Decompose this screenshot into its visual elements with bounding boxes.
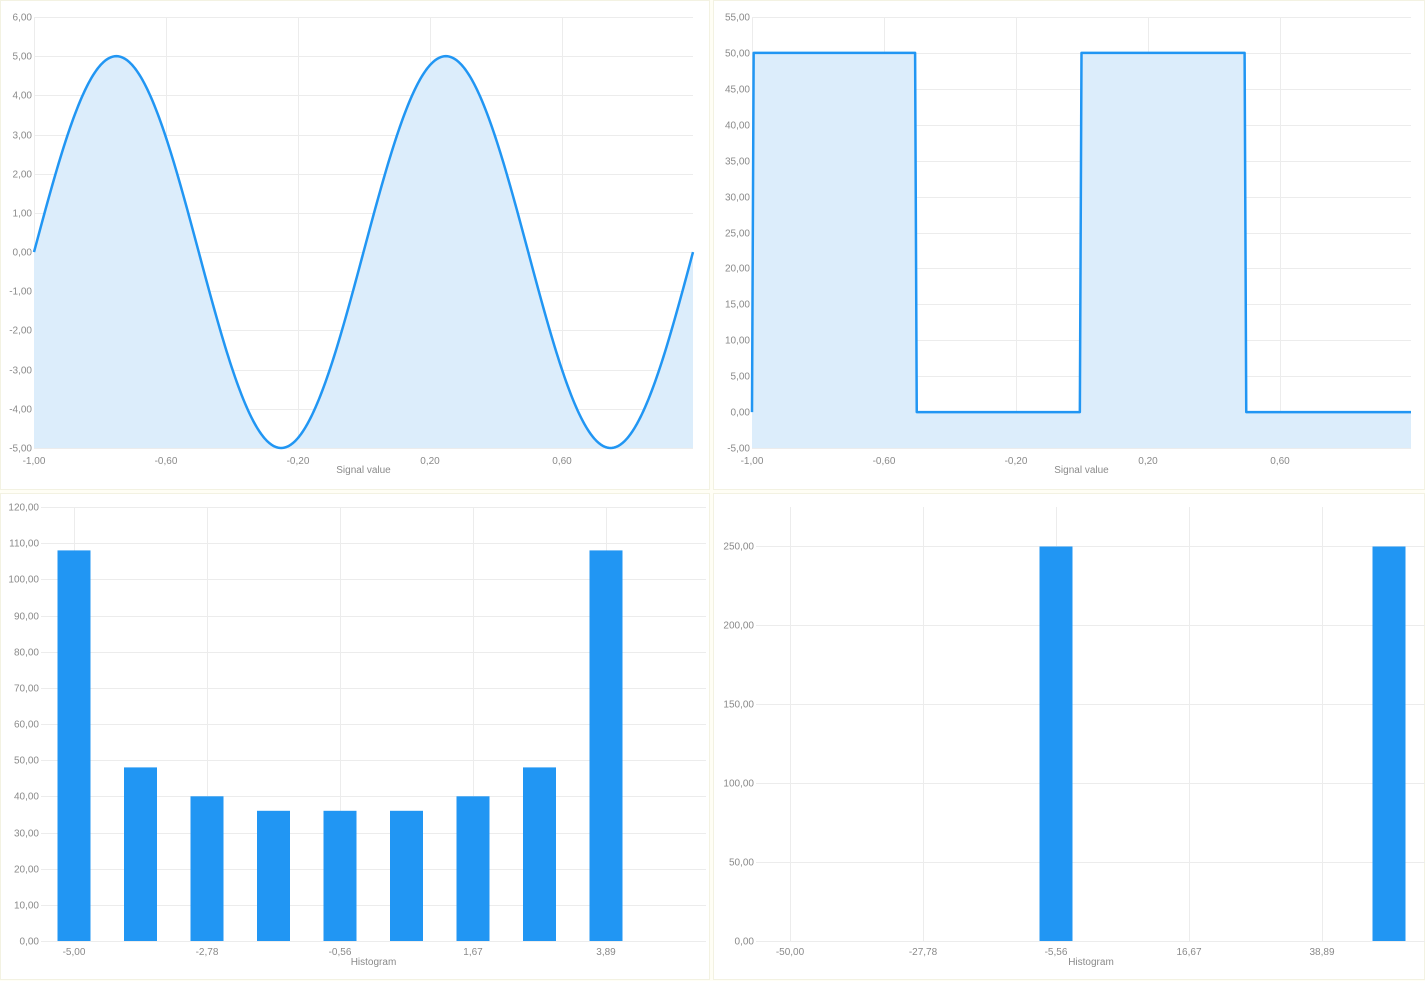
x-tick-label: 0,20: [420, 456, 440, 467]
y-tick-label: 100,00: [8, 575, 39, 586]
x-tick-label: 0,20: [1138, 456, 1158, 467]
histogram-bar: [456, 796, 490, 941]
y-tick-label: 20,00: [14, 865, 39, 876]
y-tick-label: -5,00: [9, 444, 32, 455]
sine-area-chart: -5,00 -4,00 -3,00 -2,00 -1,00 0,00 1,00 2,00 3,0…: [9, 13, 695, 476]
x-tick-label: -5,56: [1045, 947, 1068, 958]
y-tick-label: 40,00: [725, 121, 750, 132]
y-tick-label: 25,00: [725, 229, 750, 240]
histogram-bar: [57, 550, 91, 941]
y-tick-label: 0,00: [731, 408, 751, 419]
y-tick-label: 35,00: [725, 157, 750, 168]
square-histogram-chart: 0,00 50,00 100,00 150,00 200,00 250,00 -50,00 -…: [723, 507, 1425, 968]
series-line: [32, 54, 695, 450]
y-tick-label: 150,00: [723, 700, 754, 711]
sine-histogram-chart: 0,00 10,00 20,00 30,00 40,00 50,00 60,00 70,00 8…: [8, 503, 706, 968]
histogram-bar: [257, 810, 290, 941]
y-tick-label: 50,00: [729, 858, 754, 869]
y-tick-label: 15,00: [725, 300, 750, 311]
x-tick-label: -0,20: [287, 456, 310, 467]
y-tick-label: 30,00: [14, 829, 39, 840]
y-tick-label: 3,00: [13, 131, 33, 142]
x-tick-label: -0,56: [329, 947, 352, 958]
x-tick-label: 16,67: [1176, 947, 1201, 958]
y-tick-label: 70,00: [14, 684, 39, 695]
x-axis-label: Histogram: [1068, 957, 1114, 968]
y-tick-label: 30,00: [725, 193, 750, 204]
y-tick-label: 250,00: [723, 542, 754, 553]
x-tick-label: 38,89: [1309, 947, 1334, 958]
y-tick-label: 50,00: [725, 49, 750, 60]
y-tick-label: 20,00: [725, 264, 750, 275]
x-tick-label: -1,00: [23, 456, 46, 467]
square-chart-panel: -5,00 0,00 5,00 10,00 15,00 20,00 25,00 30,00 35…: [713, 0, 1425, 490]
y-tick-label: 1,00: [13, 209, 33, 220]
y-tick-label: 4,00: [13, 91, 33, 102]
y-tick-label: 80,00: [14, 648, 39, 659]
histogram-bar: [1372, 546, 1406, 941]
x-axis-label: Signal value: [336, 465, 391, 476]
histogram-bar: [323, 810, 357, 941]
x-tick-label: 1,67: [463, 947, 483, 958]
y-tick-label: -5,00: [727, 444, 750, 455]
y-tick-label: 5,00: [731, 372, 751, 383]
y-tick-label: 5,00: [13, 52, 33, 63]
x-tick-label: -2,78: [196, 947, 219, 958]
y-tick-label: 100,00: [723, 779, 754, 790]
y-tick-label: -3,00: [9, 366, 32, 377]
y-tick-label: 0,00: [20, 937, 40, 948]
histogram-bar: [190, 796, 224, 941]
x-axis-label: Histogram: [351, 957, 397, 968]
sine-chart-panel: -5,00 -4,00 -3,00 -2,00 -1,00 0,00 1,00 2,00 3,0…: [0, 0, 710, 490]
x-tick-label: -0,60: [873, 456, 896, 467]
x-tick-label: -0,60: [155, 456, 178, 467]
series-line: [750, 51, 1411, 414]
x-tick-label: 0,60: [1270, 456, 1290, 467]
y-tick-label: 40,00: [14, 792, 39, 803]
histogram-bar: [1039, 546, 1073, 941]
x-tick-label: -50,00: [776, 947, 805, 958]
x-axis-label: Signal value: [1054, 465, 1109, 476]
y-tick-label: -2,00: [9, 326, 32, 337]
y-tick-label: 0,00: [735, 937, 755, 948]
x-tick-label: 0,60: [552, 456, 572, 467]
y-tick-label: 55,00: [725, 13, 750, 24]
y-tick-label: 110,00: [9, 539, 39, 550]
y-tick-label: -4,00: [9, 405, 32, 416]
y-tick-label: 0,00: [13, 248, 33, 259]
histogram-bar: [523, 767, 556, 941]
y-tick-label: 120,00: [8, 503, 39, 514]
x-tick-label: -5,00: [63, 947, 86, 958]
histogram-bar: [390, 810, 423, 941]
y-tick-label: 10,00: [725, 336, 750, 347]
square-histogram-panel: 0,00 50,00 100,00 150,00 200,00 250,00 -50,00 -…: [713, 493, 1425, 980]
y-tick-label: 200,00: [723, 621, 754, 632]
x-tick-label: -1,00: [741, 456, 764, 467]
y-tick-label: 45,00: [725, 85, 750, 96]
x-tick-label: 3,89: [596, 947, 616, 958]
y-tick-label: -1,00: [9, 287, 32, 298]
y-tick-label: 90,00: [14, 612, 39, 623]
x-tick-label: -27,78: [909, 947, 938, 958]
x-tick-label: -0,20: [1005, 456, 1028, 467]
sine-histogram-panel: 0,00 10,00 20,00 30,00 40,00 50,00 60,00 70,00 8…: [0, 493, 710, 980]
y-tick-label: 60,00: [14, 720, 39, 731]
histogram-bar: [589, 550, 623, 941]
y-tick-label: 50,00: [14, 756, 39, 767]
square-area-chart: -5,00 0,00 5,00 10,00 15,00 20,00 25,00 30,00 35…: [725, 13, 1411, 476]
histogram-bar: [124, 767, 157, 941]
y-tick-label: 6,00: [13, 13, 33, 24]
y-tick-label: 10,00: [14, 901, 39, 912]
y-tick-label: 2,00: [13, 170, 33, 181]
